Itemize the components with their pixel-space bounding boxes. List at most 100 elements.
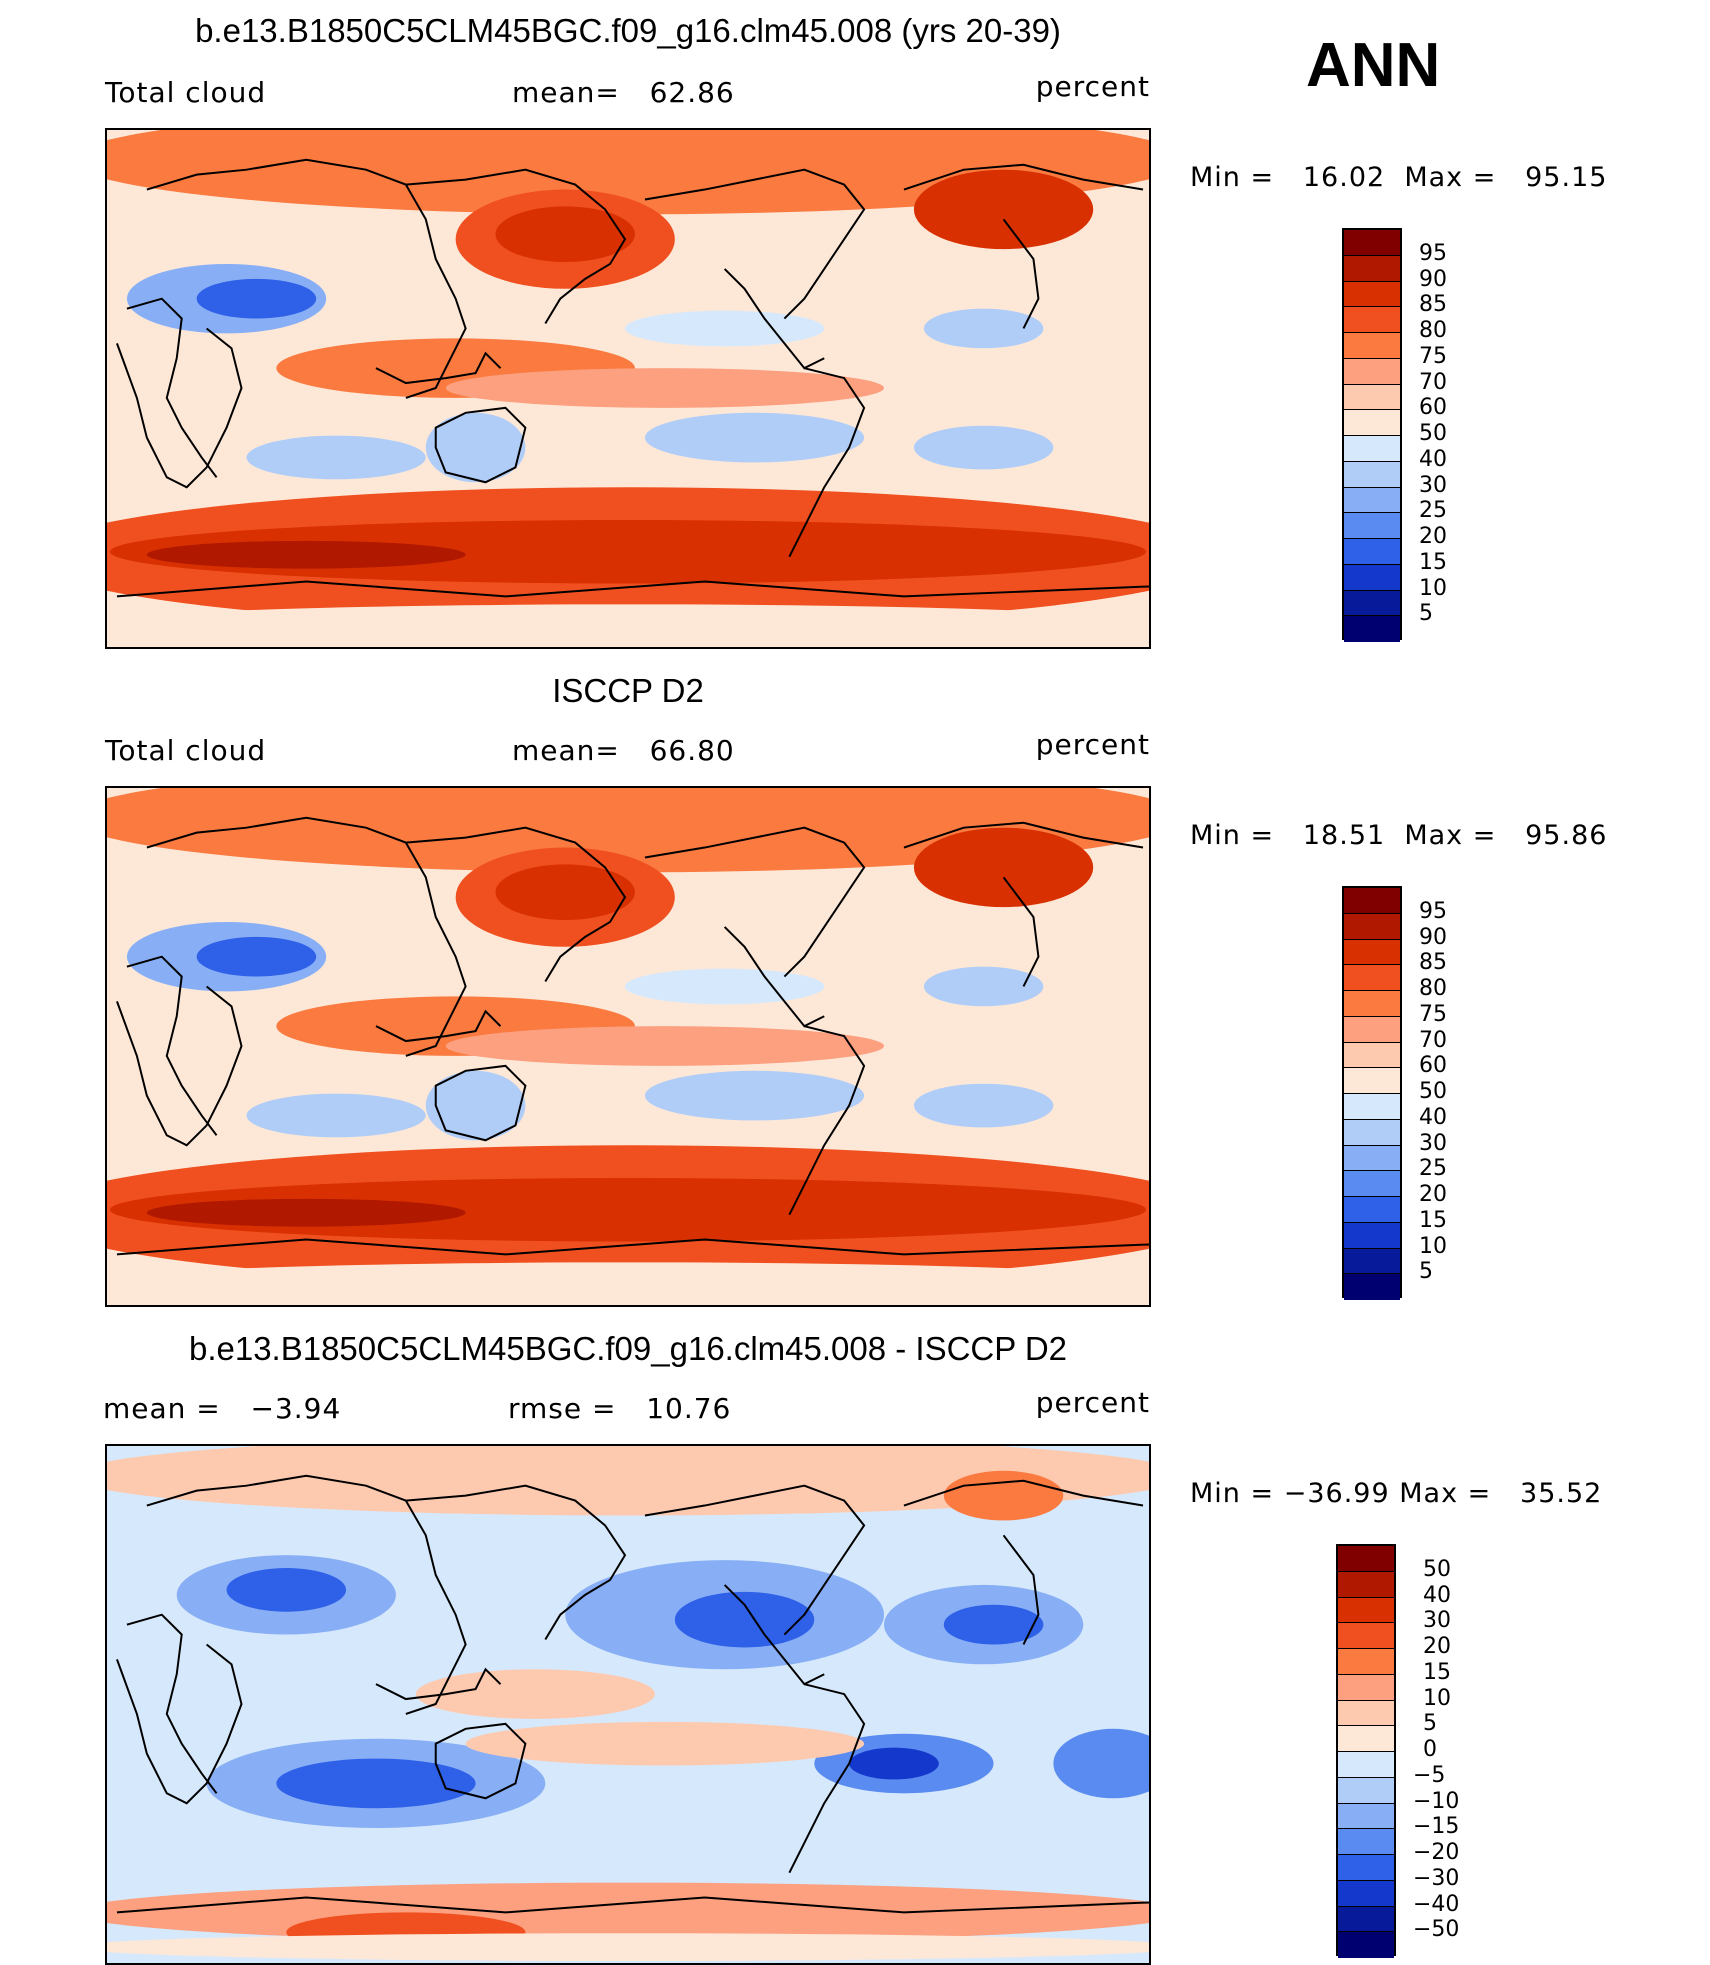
contour-region [107, 130, 1149, 215]
contour-region [923, 966, 1044, 1007]
colorbar-label: 40 [1423, 1582, 1451, 1608]
colorbar-label: 75 [1419, 343, 1447, 369]
colorbar-swatch [1344, 888, 1400, 914]
panel-1-min-label: Min = [1190, 162, 1275, 193]
colorbar-label: 15 [1423, 1659, 1451, 1685]
contour-region [465, 1721, 865, 1766]
coastline [116, 1896, 1149, 1914]
colorbar-label: 20 [1419, 524, 1447, 549]
coastline [723, 268, 825, 370]
colorbar-swatch [1344, 1068, 1400, 1094]
coastline [903, 163, 1144, 191]
coastline [644, 168, 866, 320]
coastline [126, 955, 218, 1136]
colorbar-label: 85 [1419, 292, 1447, 318]
colorbar-swatch [1344, 436, 1400, 462]
panel-3-rmse-label: rmse = [508, 1392, 617, 1425]
contour-region [415, 1669, 655, 1719]
coastline [788, 1025, 866, 1216]
coastline [404, 842, 467, 1057]
panel-1-max-value: 95.15 [1525, 162, 1608, 193]
colorbar-label: −50 [1413, 1917, 1460, 1943]
colorbar-label: 5 [1423, 1711, 1437, 1737]
colorbar-swatch [1344, 1042, 1400, 1069]
colorbar-swatch [1344, 1016, 1400, 1043]
contour-region [913, 169, 1094, 250]
colorbar-label: 90 [1419, 266, 1447, 292]
colorbar-swatch [1344, 564, 1400, 591]
colorbar-swatch [1344, 281, 1400, 308]
colorbar-label: 25 [1419, 1156, 1447, 1182]
contour-region [943, 1604, 1044, 1645]
contour-region [644, 1070, 865, 1121]
coastline [1002, 876, 1040, 987]
colorbar-label: −10 [1413, 1788, 1460, 1814]
colorbar-swatch [1338, 1803, 1394, 1830]
colorbar-label: 10 [1419, 1233, 1447, 1259]
colorbar-label: −15 [1413, 1814, 1460, 1840]
coastline [434, 1064, 527, 1142]
contour-region [146, 1198, 466, 1227]
coastline [146, 816, 627, 983]
contour-region [445, 368, 885, 408]
contour-region [107, 1446, 1149, 1516]
coastline [116, 580, 1149, 598]
panel-2-min-value: 18.51 [1302, 820, 1386, 851]
colorbar-swatch [1338, 1700, 1394, 1727]
colorbar-label: 95 [1419, 898, 1447, 924]
colorbar-label: 10 [1423, 1685, 1451, 1711]
panel-2-colorbar [1342, 886, 1402, 1300]
coastline [903, 821, 1144, 849]
colorbar-swatch [1338, 1623, 1394, 1649]
colorbar-swatch [1344, 1197, 1400, 1223]
colorbar-swatch [1344, 487, 1400, 514]
panel-3-mean-value: −3.94 [250, 1392, 342, 1425]
panel-3-min-label: Min = [1190, 1478, 1275, 1509]
colorbar-swatch [1344, 539, 1400, 565]
panel-1-map [105, 128, 1151, 649]
colorbar-label: 15 [1419, 1207, 1447, 1233]
colorbar-swatch [1344, 1171, 1400, 1197]
colorbar-swatch [1338, 1777, 1394, 1804]
panel-1-mean-value: 62.86 [649, 76, 735, 109]
colorbar-label: 50 [1419, 421, 1447, 446]
contour-region [109, 519, 1147, 584]
coastline [404, 1500, 467, 1715]
panel-3-rmse: rmse = 10.76 [508, 1392, 731, 1425]
colorbar-label: 5 [1419, 1259, 1433, 1285]
panel-1-minmax: Min = 16.02 Max = 95.15 [1190, 162, 1607, 193]
colorbar-swatch [1338, 1855, 1394, 1881]
colorbar-label: 70 [1419, 1027, 1447, 1053]
colorbar-swatch [1344, 513, 1400, 539]
coastline [788, 1683, 866, 1874]
colorbar-label: −40 [1413, 1891, 1460, 1917]
colorbar-swatch [1344, 1119, 1400, 1146]
colorbar-label: 70 [1419, 369, 1447, 395]
contour-region [425, 1070, 526, 1141]
colorbar-swatch [1338, 1829, 1394, 1855]
contour-region [644, 412, 865, 463]
colorbar-label: 40 [1419, 446, 1447, 472]
colorbar-label: 25 [1419, 498, 1447, 524]
panel-2-max-label: Max = [1404, 820, 1497, 851]
panel-3-rmse-value: 10.76 [646, 1392, 732, 1425]
coastline [375, 1667, 502, 1701]
colorbar-label: 30 [1419, 1130, 1447, 1156]
coastline [723, 926, 825, 1028]
colorbar-swatch [1344, 384, 1400, 411]
colorbar-swatch [1344, 1145, 1400, 1172]
panel-2-mean-label: mean= [512, 734, 620, 767]
panel-2-title: ISCCP D2 [552, 672, 704, 709]
colorbar-swatch [1344, 939, 1400, 966]
coastline [1002, 218, 1040, 329]
colorbar-label: 0 [1423, 1737, 1437, 1762]
colorbar-swatch [1338, 1597, 1394, 1624]
colorbar-swatch [1344, 1274, 1400, 1300]
coastline [788, 367, 866, 558]
season-label: ANN [1306, 31, 1441, 100]
coastline [644, 1484, 866, 1636]
panel-2-min-label: Min = [1190, 820, 1275, 851]
colorbar-swatch [1338, 1571, 1394, 1598]
colorbar-swatch [1344, 991, 1400, 1017]
contour-region [943, 1470, 1064, 1521]
